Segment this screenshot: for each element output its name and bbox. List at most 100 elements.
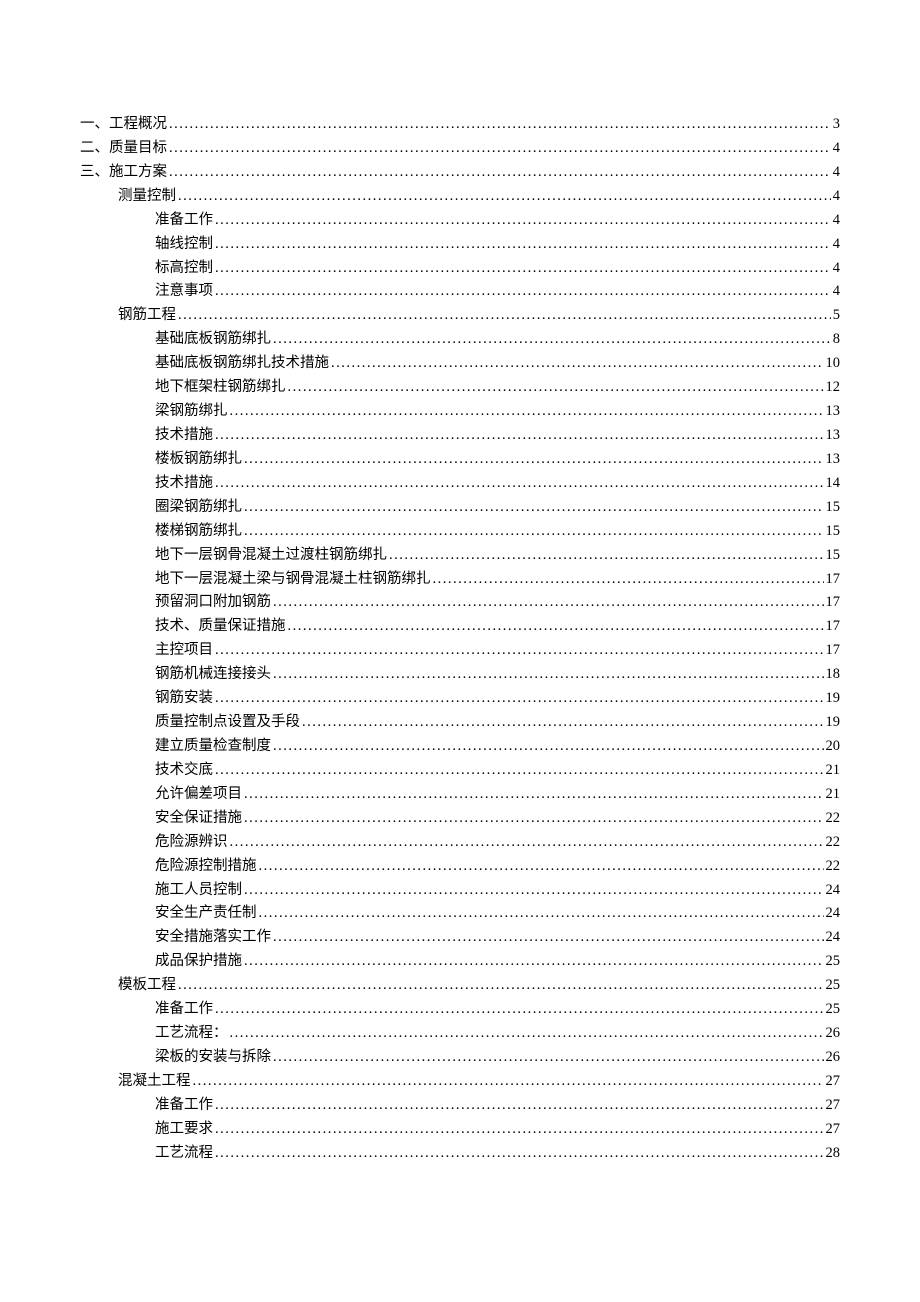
toc-label: 技术交底 bbox=[155, 759, 213, 783]
toc-entry[interactable]: 地下框架柱钢筋绑扎...............................… bbox=[80, 376, 840, 400]
toc-label: 技术、质量保证措施 bbox=[155, 615, 286, 639]
toc-page-number: 4 bbox=[833, 185, 840, 209]
toc-entry[interactable]: 允许偏差项目..................................… bbox=[80, 783, 840, 807]
toc-entry[interactable]: 技术措施....................................… bbox=[80, 472, 840, 496]
toc-leader-dots: ........................................… bbox=[215, 1118, 824, 1142]
toc-leader-dots: ........................................… bbox=[273, 1046, 824, 1070]
toc-page-number: 24 bbox=[826, 879, 841, 903]
toc-page-number: 24 bbox=[826, 902, 841, 926]
toc-page-number: 24 bbox=[826, 926, 841, 950]
toc-label: 准备工作 bbox=[155, 209, 213, 233]
toc-entry[interactable]: 三、施工方案..................................… bbox=[80, 161, 840, 185]
toc-entry[interactable]: 工艺流程：...................................… bbox=[80, 1022, 840, 1046]
toc-entry[interactable]: 地下一层钢骨混凝土过渡柱钢筋绑扎........................… bbox=[80, 544, 840, 568]
toc-page-number: 4 bbox=[833, 137, 840, 161]
toc-label: 施工要求 bbox=[155, 1118, 213, 1142]
toc-entry[interactable]: 测量控制....................................… bbox=[80, 185, 840, 209]
toc-leader-dots: ........................................… bbox=[215, 209, 831, 233]
toc-leader-dots: ........................................… bbox=[244, 448, 824, 472]
toc-label: 测量控制 bbox=[118, 185, 176, 209]
toc-leader-dots: ........................................… bbox=[273, 735, 824, 759]
toc-label: 混凝土工程 bbox=[118, 1070, 191, 1094]
toc-entry[interactable]: 准备工作....................................… bbox=[80, 209, 840, 233]
toc-entry[interactable]: 模板工程....................................… bbox=[80, 974, 840, 998]
toc-entry[interactable]: 危险源控制措施.................................… bbox=[80, 855, 840, 879]
toc-label: 二、质量目标 bbox=[80, 137, 167, 161]
toc-label: 允许偏差项目 bbox=[155, 783, 242, 807]
toc-entry[interactable]: 楼梯钢筋绑扎..................................… bbox=[80, 520, 840, 544]
toc-entry[interactable]: 质量控制点设置及手段..............................… bbox=[80, 711, 840, 735]
toc-page-number: 13 bbox=[826, 424, 841, 448]
toc-label: 圈梁钢筋绑扎 bbox=[155, 496, 242, 520]
toc-entry[interactable]: 钢筋机械连接接头................................… bbox=[80, 663, 840, 687]
toc-label: 模板工程 bbox=[118, 974, 176, 998]
toc-entry[interactable]: 施工人员控制..................................… bbox=[80, 879, 840, 903]
toc-label: 技术措施 bbox=[155, 424, 213, 448]
toc-leader-dots: ........................................… bbox=[230, 831, 824, 855]
toc-leader-dots: ........................................… bbox=[215, 280, 831, 304]
toc-label: 建立质量检查制度 bbox=[155, 735, 271, 759]
toc-entry[interactable]: 安全生产责任制.................................… bbox=[80, 902, 840, 926]
toc-leader-dots: ........................................… bbox=[288, 376, 824, 400]
toc-entry[interactable]: 圈梁钢筋绑扎..................................… bbox=[80, 496, 840, 520]
toc-entry[interactable]: 技术交底....................................… bbox=[80, 759, 840, 783]
toc-label: 轴线控制 bbox=[155, 233, 213, 257]
toc-label: 质量控制点设置及手段 bbox=[155, 711, 300, 735]
toc-entry[interactable]: 梁板的安装与拆除................................… bbox=[80, 1046, 840, 1070]
toc-label: 工艺流程： bbox=[155, 1022, 228, 1046]
toc-page-number: 4 bbox=[833, 209, 840, 233]
toc-page-number: 4 bbox=[833, 233, 840, 257]
toc-label: 成品保护措施 bbox=[155, 950, 242, 974]
toc-entry[interactable]: 基础底板钢筋绑扎................................… bbox=[80, 328, 840, 352]
toc-entry[interactable]: 施工要求....................................… bbox=[80, 1118, 840, 1142]
toc-leader-dots: ........................................… bbox=[244, 950, 824, 974]
toc-label: 危险源辨识 bbox=[155, 831, 228, 855]
toc-leader-dots: ........................................… bbox=[215, 257, 831, 281]
toc-entry[interactable]: 一、工程概况..................................… bbox=[80, 113, 840, 137]
toc-entry[interactable]: 钢筋安装....................................… bbox=[80, 687, 840, 711]
toc-leader-dots: ........................................… bbox=[215, 998, 824, 1022]
toc-label: 楼板钢筋绑扎 bbox=[155, 448, 242, 472]
toc-entry[interactable]: 技术、质量保证措施...............................… bbox=[80, 615, 840, 639]
toc-entry[interactable]: 安全保证措施..................................… bbox=[80, 807, 840, 831]
toc-entry[interactable]: 准备工作....................................… bbox=[80, 998, 840, 1022]
toc-page-number: 5 bbox=[833, 304, 840, 328]
toc-page-number: 28 bbox=[826, 1142, 841, 1166]
toc-entry[interactable]: 准备工作....................................… bbox=[80, 1094, 840, 1118]
toc-leader-dots: ........................................… bbox=[244, 879, 824, 903]
toc-entry[interactable]: 梁钢筋绑扎...................................… bbox=[80, 400, 840, 424]
toc-entry[interactable]: 轴线控制....................................… bbox=[80, 233, 840, 257]
toc-entry[interactable]: 主控项目....................................… bbox=[80, 639, 840, 663]
toc-page-number: 21 bbox=[826, 759, 841, 783]
toc-entry[interactable]: 二、质量目标..................................… bbox=[80, 137, 840, 161]
toc-leader-dots: ........................................… bbox=[331, 352, 824, 376]
toc-entry[interactable]: 注意事项....................................… bbox=[80, 280, 840, 304]
toc-entry[interactable]: 钢筋工程....................................… bbox=[80, 304, 840, 328]
toc-page-number: 25 bbox=[826, 998, 841, 1022]
toc-entry[interactable]: 标高控制....................................… bbox=[80, 257, 840, 281]
toc-entry[interactable]: 预留洞口附加钢筋................................… bbox=[80, 591, 840, 615]
toc-entry[interactable]: 基础底板钢筋绑扎技术措施............................… bbox=[80, 352, 840, 376]
toc-label: 安全保证措施 bbox=[155, 807, 242, 831]
toc-leader-dots: ........................................… bbox=[215, 233, 831, 257]
toc-entry[interactable]: 地下一层混凝土梁与钢骨混凝土柱钢筋绑扎.....................… bbox=[80, 568, 840, 592]
toc-page-number: 12 bbox=[826, 376, 841, 400]
toc-page-number: 15 bbox=[826, 520, 841, 544]
toc-page-number: 15 bbox=[826, 496, 841, 520]
toc-entry[interactable]: 混凝土工程...................................… bbox=[80, 1070, 840, 1094]
toc-leader-dots: ........................................… bbox=[433, 568, 824, 592]
toc-leader-dots: ........................................… bbox=[178, 304, 831, 328]
toc-entry[interactable]: 成品保护措施..................................… bbox=[80, 950, 840, 974]
toc-label: 预留洞口附加钢筋 bbox=[155, 591, 271, 615]
toc-label: 基础底板钢筋绑扎技术措施 bbox=[155, 352, 329, 376]
toc-label: 钢筋安装 bbox=[155, 687, 213, 711]
toc-entry[interactable]: 建立质量检查制度................................… bbox=[80, 735, 840, 759]
toc-entry[interactable]: 危险源辨识...................................… bbox=[80, 831, 840, 855]
toc-entry[interactable]: 安全措施落实工作................................… bbox=[80, 926, 840, 950]
toc-label: 技术措施 bbox=[155, 472, 213, 496]
toc-entry[interactable]: 工艺流程....................................… bbox=[80, 1142, 840, 1166]
toc-page-number: 19 bbox=[826, 711, 841, 735]
toc-entry[interactable]: 楼板钢筋绑扎..................................… bbox=[80, 448, 840, 472]
toc-leader-dots: ........................................… bbox=[288, 615, 824, 639]
toc-entry[interactable]: 技术措施....................................… bbox=[80, 424, 840, 448]
